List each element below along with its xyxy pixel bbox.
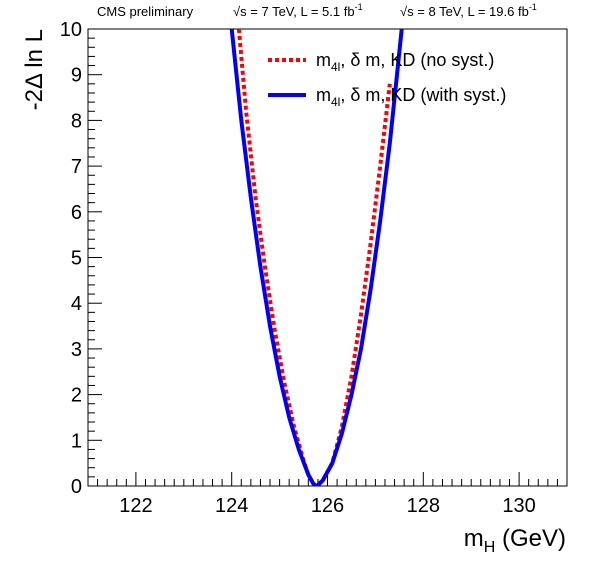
y-tick-label: 10 [60, 19, 82, 41]
y-tick-label: 6 [71, 202, 82, 224]
sqrt-symbol-1: √ [233, 4, 241, 19]
axis-ticks [87, 28, 568, 487]
run2-text: s = 8 TeV, L = 19.6 fb [407, 4, 529, 19]
y-tick-label: 9 [71, 65, 82, 87]
sqrt-symbol-2: √ [400, 4, 408, 19]
header-lumi-run1: √s = 7 TeV, L = 5.1 fb-1 [233, 2, 363, 19]
y-tick-label: 5 [71, 248, 82, 270]
run1-exponent: -1 [355, 2, 363, 12]
y-tick-label: 0 [71, 476, 82, 498]
y-tick-label: 4 [71, 293, 82, 315]
x-tick-label: 122 [119, 495, 152, 517]
run2-exponent: -1 [529, 2, 537, 12]
legend-label-no-syst: m4l, δ m, KD (no syst.) [316, 50, 494, 74]
axis-tick-labels: 122 124 126 128 130 0 1 2 3 4 5 6 7 8 9 10 [60, 19, 536, 517]
legend-label-with-syst: m4l, δ m, KD (with syst.) [316, 85, 506, 109]
curves-group [229, 29, 404, 486]
run1-text: s = 7 TeV, L = 5.1 fb [240, 4, 354, 19]
x-tick-label: 128 [407, 495, 440, 517]
y-tick-label: 8 [71, 110, 82, 132]
y-axis-title: -2Δ ln L [21, 29, 48, 110]
y-tick-label: 7 [71, 156, 82, 178]
x-tick-label: 130 [502, 495, 535, 517]
x-tick-label: 124 [215, 495, 248, 517]
x-axis-title: mH (GeV) [464, 525, 566, 556]
y-tick-label: 2 [71, 385, 82, 407]
header-cms-label: CMS preliminary [97, 4, 194, 19]
x-tick-label: 126 [311, 495, 344, 517]
y-tick-label: 3 [71, 339, 82, 361]
y-tick-label: 1 [71, 430, 82, 452]
legend: m4l, δ m, KD (no syst.) m4l, δ m, KD (wi… [268, 50, 506, 109]
curve-with-syst [229, 29, 404, 486]
header-lumi-run2: √s = 8 TeV, L = 19.6 fb-1 [400, 2, 537, 19]
